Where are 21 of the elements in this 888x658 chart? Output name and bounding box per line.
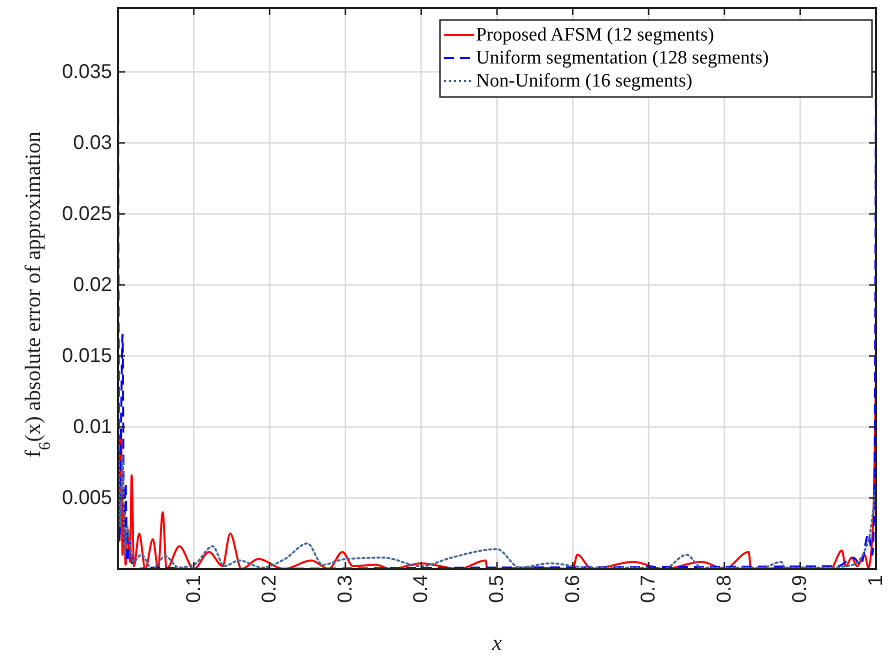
x-tick-label: 0.3 (334, 575, 356, 603)
y-tick-label: 0.015 (62, 344, 112, 367)
legend-label: Proposed AFSM (12 segments) (476, 24, 714, 46)
y-tick-label: 0.035 (62, 60, 112, 83)
x-tick-label: 0.2 (258, 575, 281, 603)
x-tick-label: 0.5 (486, 575, 508, 603)
x-tick-label: 0.1 (182, 575, 205, 603)
x-tick-label: 0.4 (410, 575, 432, 603)
legend-label: Non-Uniform (16 segments) (476, 70, 692, 92)
x-tick-label: 0.9 (789, 575, 812, 603)
x-axis-title: x (491, 630, 502, 655)
x-tick-label: 0.8 (713, 575, 736, 603)
x-tick-label: 0.6 (562, 575, 584, 603)
y-tick-label: 0.02 (73, 274, 112, 296)
y-tick-label: 0.01 (73, 416, 112, 438)
x-tick-label: 1 (865, 575, 887, 586)
y-tick-label: 0.005 (62, 486, 112, 509)
x-tick-label: 0.7 (638, 575, 660, 603)
y-tick-label: 0.03 (73, 132, 112, 154)
legend-label: Uniform segmentation (128 segments) (476, 48, 769, 68)
y-tick-label: 0.025 (62, 202, 112, 225)
